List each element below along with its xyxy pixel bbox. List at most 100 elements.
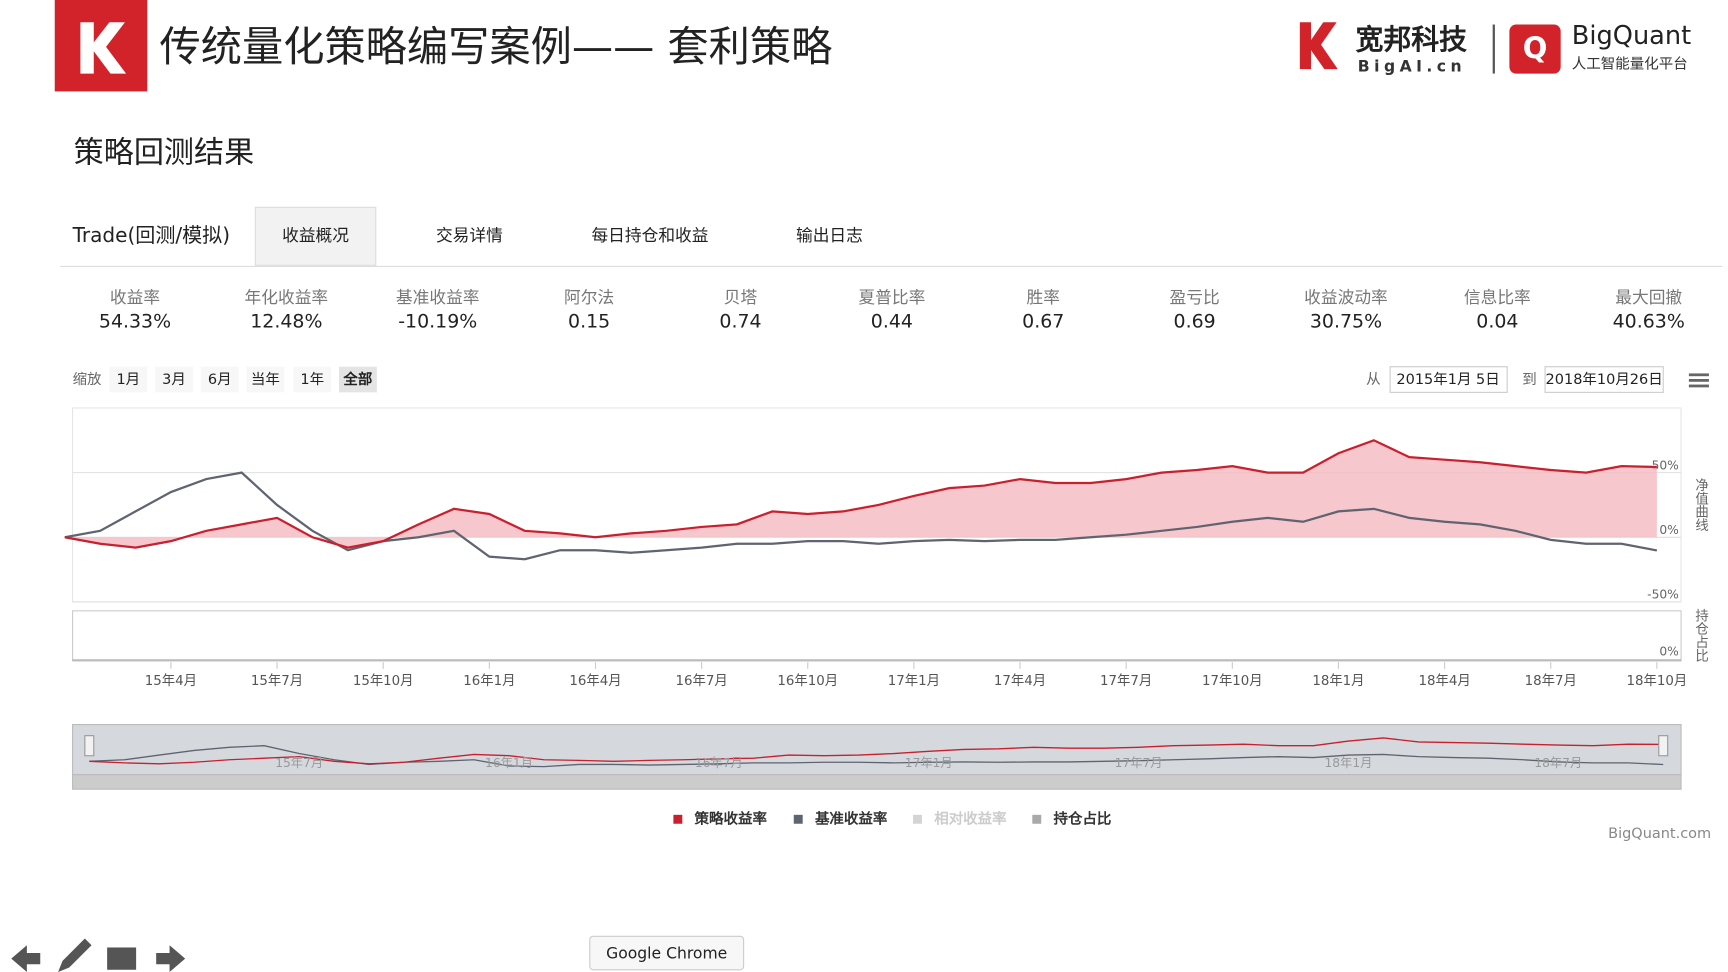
zoom-button[interactable] xyxy=(109,366,148,393)
x-tick-label: 17年7月 xyxy=(1100,673,1152,689)
navigator xyxy=(72,723,1682,776)
menu-bar[interactable] xyxy=(1688,378,1709,382)
to-label: 到 xyxy=(1522,371,1537,388)
metric-value: 0.15 xyxy=(568,311,610,333)
position-title: 持仓占比 xyxy=(1692,608,1709,662)
from-label: 从 xyxy=(1366,372,1381,388)
next-icon[interactable] xyxy=(156,945,186,972)
metric-label: 最大回撤 xyxy=(1615,287,1682,307)
navigator-tick-label: 16年1月 xyxy=(485,756,533,770)
metric-label: 夏普比率 xyxy=(858,287,925,307)
zoom-button[interactable] xyxy=(246,366,285,393)
x-tick-label: 17年10月 xyxy=(1202,673,1263,689)
navigator-handle[interactable] xyxy=(84,735,95,757)
x-tick-label: 18年4月 xyxy=(1418,673,1470,689)
position-tick-label: 0% xyxy=(1659,645,1678,659)
menu-bar[interactable] xyxy=(1688,384,1709,388)
navigator-tick-label: 16年7月 xyxy=(695,756,743,770)
strategy-line xyxy=(64,439,1657,549)
metric-label: 年化收益率 xyxy=(245,287,329,307)
tab[interactable]: 交易详情 xyxy=(436,225,503,245)
zoom-button[interactable] xyxy=(338,366,377,393)
metric-value: 0.74 xyxy=(719,311,761,333)
metric-value: 0.67 xyxy=(1022,311,1064,333)
y-tick-label: -50% xyxy=(1647,588,1679,602)
zoom-button-label[interactable]: 3月 xyxy=(162,372,186,388)
zoom-label: 缩放 xyxy=(73,371,102,388)
pen-icon[interactable] xyxy=(58,938,92,972)
legend-label[interactable]: 基准收益率 xyxy=(814,809,888,827)
legend-swatch[interactable] xyxy=(1032,814,1042,824)
scrollbar[interactable] xyxy=(72,774,1682,790)
tab[interactable]: 每日持仓和收益 xyxy=(591,225,708,245)
metric-label: 贝塔 xyxy=(724,287,758,307)
y-axis-title: 净值曲线 xyxy=(1692,478,1709,532)
legend-label[interactable]: 相对收益率 xyxy=(934,809,1007,827)
navigator-tick-label: 18年7月 xyxy=(1534,756,1582,770)
zoom-button-label[interactable]: 1月 xyxy=(116,372,140,388)
tab[interactable]: 输出日志 xyxy=(796,225,863,245)
metric-value: -10.19% xyxy=(398,311,477,333)
zoom-button-label[interactable]: 1年 xyxy=(300,371,324,388)
tooltip-box xyxy=(589,935,745,971)
y-tick-label: 0% xyxy=(1659,523,1678,537)
legend-swatch[interactable] xyxy=(673,814,683,824)
metric-label: 阿尔法 xyxy=(564,287,614,307)
x-tick-label: 15年7月 xyxy=(251,673,303,689)
x-tick-label: 18年1月 xyxy=(1312,673,1364,689)
metric-value: 40.63% xyxy=(1613,311,1685,333)
legend-label[interactable]: 策略收益率 xyxy=(694,809,768,827)
tab[interactable]: 收益概况 xyxy=(282,225,349,245)
x-tick-label: 16年7月 xyxy=(676,673,728,689)
metric-label: 信息比率 xyxy=(1464,287,1531,307)
x-tick-label: 15年4月 xyxy=(145,673,197,689)
metric-label: 基准收益率 xyxy=(396,287,480,307)
menu-icon[interactable] xyxy=(107,947,137,970)
position-panel xyxy=(72,610,1682,662)
x-tick-label: 16年1月 xyxy=(463,673,515,689)
zoom-button-label[interactable]: 当年 xyxy=(251,371,280,388)
brand-cn: 宽邦科技 xyxy=(1356,23,1468,56)
benchmark-line xyxy=(64,471,1658,561)
active-tab[interactable] xyxy=(254,206,377,266)
legend-label[interactable]: 持仓占比 xyxy=(1053,809,1111,827)
from-date: 2015年1月 5日 xyxy=(1396,371,1499,388)
x-tick-label: 17年1月 xyxy=(888,673,940,689)
menu-bar[interactable] xyxy=(1688,373,1709,377)
brand-url: BigAI.cn xyxy=(1358,57,1466,75)
tooltip: Google Chrome xyxy=(606,945,727,963)
zoom-button-label[interactable]: 全部 xyxy=(342,370,372,388)
metric-label: 收益波动率 xyxy=(1304,287,1388,307)
metric-label: 收益率 xyxy=(110,287,160,307)
metric-value: 12.48% xyxy=(250,311,322,333)
logo-k xyxy=(80,22,127,74)
x-tick-label: 16年4月 xyxy=(569,673,621,689)
credit: BigQuant.com xyxy=(1608,826,1711,842)
navigator-tick-label: 17年7月 xyxy=(1115,756,1163,770)
section-title: 策略回测结果 xyxy=(74,135,254,170)
brand-logo xyxy=(1299,22,1338,70)
zoom-button[interactable] xyxy=(155,366,193,393)
navigator-tick-label: 18年1月 xyxy=(1324,756,1372,770)
x-tick-label: 17年4月 xyxy=(994,673,1046,689)
x-tick-label: 15年10月 xyxy=(353,673,414,689)
navigator-handle[interactable] xyxy=(1658,735,1669,757)
to-input[interactable] xyxy=(1544,366,1664,393)
legend-swatch[interactable] xyxy=(913,814,922,824)
tab[interactable]: Trade(回测/模拟) xyxy=(72,223,230,247)
slide-title: 传统量化策略编写案例—— 套利策略 xyxy=(160,23,833,71)
legend-swatch[interactable] xyxy=(793,814,803,824)
zoom-button[interactable] xyxy=(200,366,239,393)
x-tick-label: 18年10月 xyxy=(1627,673,1688,689)
metric-value: 0.04 xyxy=(1476,311,1518,333)
prev-icon[interactable] xyxy=(11,945,41,972)
from-input[interactable] xyxy=(1389,366,1508,393)
brand-en: BigQuant xyxy=(1572,21,1691,51)
zoom-button[interactable] xyxy=(293,366,332,393)
metric-value: 30.75% xyxy=(1310,311,1382,333)
metric-value: 0.44 xyxy=(871,311,913,333)
zoom-button-label[interactable]: 6月 xyxy=(208,372,232,388)
metric-label: 胜率 xyxy=(1027,287,1060,307)
